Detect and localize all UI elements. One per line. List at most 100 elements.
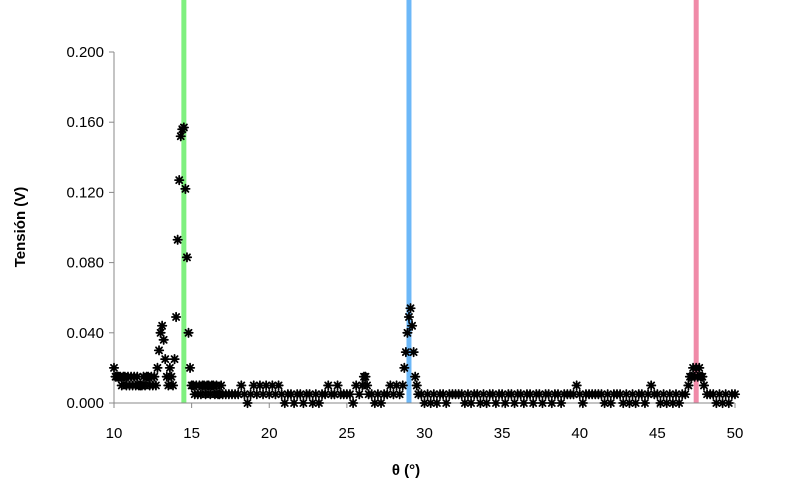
data-point <box>661 397 672 409</box>
data-point <box>478 389 489 400</box>
data-point <box>167 380 179 391</box>
data-point <box>400 347 411 358</box>
data-point <box>183 327 194 338</box>
data-point <box>369 397 380 409</box>
data-point <box>178 122 189 133</box>
data-point <box>242 397 253 409</box>
data-point <box>674 397 685 409</box>
data-point <box>406 320 418 331</box>
y-tick-label: 0.160 <box>66 114 104 131</box>
data-point <box>372 389 384 400</box>
data-point <box>422 389 433 400</box>
data-point <box>295 389 306 400</box>
data-point <box>405 303 416 314</box>
y-tick-label: 0.080 <box>66 255 104 272</box>
data-point <box>236 380 247 391</box>
data-point <box>248 380 259 391</box>
data-point <box>509 397 520 409</box>
data-point <box>667 397 678 409</box>
data-point <box>697 371 708 382</box>
data-point <box>388 389 399 400</box>
data-point <box>642 389 654 400</box>
data-point <box>152 362 163 373</box>
data-point <box>181 252 193 263</box>
data-point <box>683 380 694 391</box>
data-point <box>273 380 284 391</box>
data-point <box>459 397 470 409</box>
data-point <box>366 389 377 400</box>
data-point <box>605 397 616 409</box>
data-point <box>698 380 710 391</box>
data-point <box>157 320 168 331</box>
data-point <box>254 380 266 391</box>
data-point <box>310 389 321 400</box>
data-point <box>708 389 719 400</box>
data-point <box>694 362 705 373</box>
x-tick-label: 10 <box>106 425 123 442</box>
data-point <box>391 380 402 391</box>
data-point <box>543 389 554 400</box>
data-point <box>537 397 548 409</box>
data-point <box>475 397 486 409</box>
data-point <box>385 380 396 391</box>
ticks: 0.000 0.040 0.080 0.120 0.160 0.200 10 15 20 25 30… <box>66 44 743 442</box>
data-point <box>172 234 183 245</box>
data-point <box>344 389 356 400</box>
data-point <box>670 389 682 400</box>
data-point <box>108 362 120 373</box>
data-point <box>658 389 669 400</box>
data-point <box>717 397 728 409</box>
data-point <box>456 389 467 400</box>
axes <box>113 52 735 404</box>
data-point <box>394 389 405 400</box>
reference-lines <box>181 0 699 403</box>
x-tick-label: 25 <box>339 425 356 442</box>
data-point <box>164 362 175 373</box>
data-point <box>425 397 436 409</box>
data-point <box>636 389 647 400</box>
data-point <box>556 397 567 409</box>
data-point <box>528 397 539 409</box>
data-point <box>655 397 666 409</box>
x-tick-label: 20 <box>261 425 278 442</box>
data-point <box>577 397 588 409</box>
data-point <box>323 380 334 391</box>
data-point <box>175 131 186 142</box>
y-tick-label: 0.200 <box>66 44 104 61</box>
data-point <box>261 380 272 391</box>
data-point <box>132 371 143 382</box>
data-point <box>239 389 250 400</box>
data-point <box>354 389 365 400</box>
data-point <box>490 397 502 409</box>
data-point <box>618 397 629 409</box>
data-point <box>403 311 415 323</box>
data-point <box>329 389 340 400</box>
data-point <box>652 389 663 400</box>
data-point <box>723 397 734 409</box>
x-tick-label: 50 <box>727 425 744 442</box>
data-point <box>729 389 741 400</box>
data-point <box>615 389 626 400</box>
data-point <box>481 397 492 409</box>
data-point <box>596 389 607 400</box>
data-point <box>441 397 452 409</box>
data-point <box>552 389 564 400</box>
data-point <box>216 380 227 391</box>
x-tick-label: 40 <box>571 425 588 442</box>
data-point <box>155 327 166 338</box>
data-point <box>465 397 477 409</box>
data-point <box>472 389 483 400</box>
data-point <box>574 389 585 400</box>
data-point <box>251 389 262 400</box>
data-point <box>624 397 635 409</box>
data-point <box>257 389 269 400</box>
x-tick-label: 30 <box>416 425 433 442</box>
data-point <box>714 389 725 400</box>
data-point <box>410 371 421 382</box>
data-point <box>276 389 287 400</box>
data-point <box>361 380 373 391</box>
data-point <box>153 345 165 356</box>
data-point <box>399 362 410 373</box>
data-point <box>160 354 171 365</box>
